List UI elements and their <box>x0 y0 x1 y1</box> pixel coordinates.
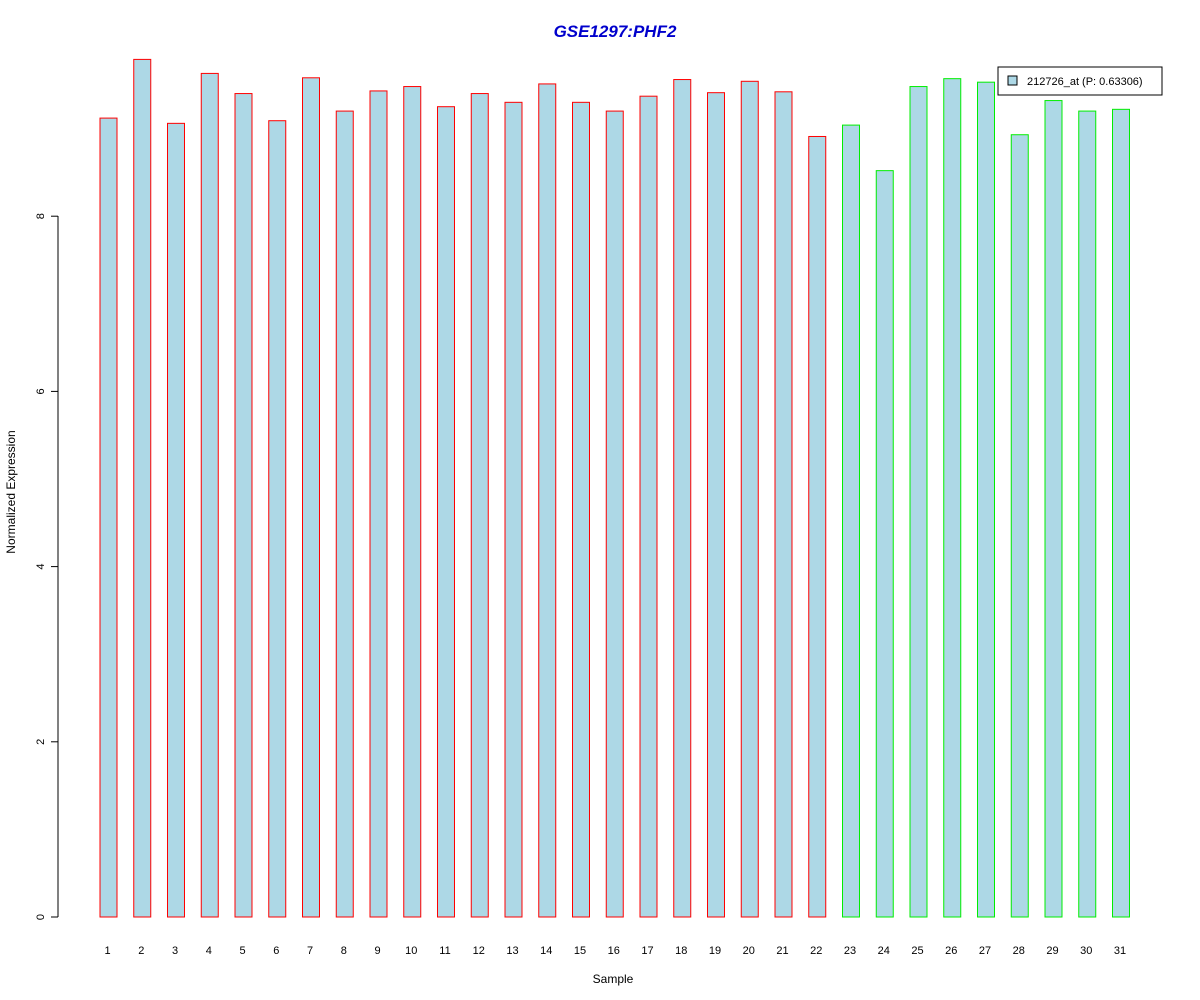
y-axis-label: Normalized Expression <box>4 430 18 553</box>
x-tick-label: 18 <box>675 945 687 957</box>
x-tick-label: 30 <box>1080 945 1092 957</box>
bar-sample-18 <box>673 79 692 918</box>
legend-label: 212726_at (P: 0.63306) <box>1027 76 1143 88</box>
x-tick-label: 23 <box>844 945 856 957</box>
x-tick-label: 3 <box>172 945 178 957</box>
x-tick-label: 24 <box>878 945 890 957</box>
y-tick-label: 6 <box>35 388 47 394</box>
y-tick-label: 4 <box>35 564 47 570</box>
x-tick-label: 27 <box>979 945 991 957</box>
x-tick-label: 14 <box>540 945 552 957</box>
x-tick-label: 6 <box>273 945 279 957</box>
x-tick-label: 25 <box>911 945 923 957</box>
x-axis-tick-labels: 1 2 3 4 5 6 7 8 9 10 11 12 13 14 15 16 17 18 19 20 21 22 23 24 2… <box>104 945 1126 957</box>
bar-sample-21 <box>774 91 793 918</box>
bar-sample-13 <box>504 101 523 918</box>
legend-swatch <box>1007 75 1018 86</box>
bar-sample-29 <box>1044 100 1063 918</box>
x-tick-label: 19 <box>709 945 721 957</box>
bar-sample-11 <box>437 106 455 918</box>
bar-sample-14 <box>538 83 557 918</box>
x-tick-label: 20 <box>743 945 755 957</box>
bar-sample-8 <box>335 110 354 918</box>
bar-sample-27 <box>977 81 995 918</box>
x-tick-label: 16 <box>608 945 620 957</box>
x-tick-label: 15 <box>574 945 586 957</box>
x-tick-label: 4 <box>206 945 212 957</box>
x-tick-label: 2 <box>138 945 144 957</box>
x-tick-label: 13 <box>506 945 518 957</box>
y-tick-label: 0 <box>35 914 47 920</box>
bar-sample-28 <box>1010 134 1029 918</box>
x-tick-label: 26 <box>945 945 957 957</box>
bar-sample-2 <box>133 58 152 918</box>
bar-sample-9 <box>369 90 388 918</box>
x-tick-label: 5 <box>239 945 245 957</box>
bar-sample-19 <box>707 92 725 918</box>
bar-sample-16 <box>605 110 624 918</box>
bar-sample-3 <box>167 122 185 918</box>
bar-sample-1 <box>99 117 118 918</box>
x-tick-label: 7 <box>307 945 313 957</box>
bar-sample-22 <box>808 135 827 918</box>
chart-title: GSE1297:PHF2 <box>554 22 677 41</box>
legend-box <box>997 66 1163 96</box>
legend: 212726_at (P: 0.63306) <box>997 66 1163 96</box>
x-tick-label: 28 <box>1013 945 1025 957</box>
bar-sample-25 <box>909 86 928 918</box>
x-tick-label: 10 <box>405 945 417 957</box>
bar-sample-26 <box>943 78 962 918</box>
bar-sample-5 <box>234 93 253 918</box>
bar-sample-4 <box>200 72 219 918</box>
bar-sample-15 <box>572 101 590 918</box>
x-tick-label: 21 <box>776 945 788 957</box>
bar-sample-30 <box>1078 110 1097 918</box>
bar-sample-17 <box>639 95 658 918</box>
bar-sample-12 <box>470 93 489 918</box>
bar-sample-10 <box>403 86 422 918</box>
x-tick-label: 22 <box>810 945 822 957</box>
bar-sample-7 <box>302 77 320 918</box>
y-tick-label: 2 <box>35 739 47 745</box>
x-tick-label: 31 <box>1114 945 1126 957</box>
bar-sample-24 <box>875 170 894 918</box>
x-tick-label: 12 <box>473 945 485 957</box>
x-axis-label: Sample <box>593 972 634 986</box>
x-tick-label: 9 <box>374 945 380 957</box>
bar-sample-31 <box>1112 108 1130 918</box>
bar-sample-23 <box>842 124 860 918</box>
bar-sample-20 <box>740 80 759 918</box>
bar-group <box>99 58 1130 918</box>
y-tick-label: 8 <box>35 213 47 219</box>
x-tick-label: 29 <box>1046 945 1058 957</box>
bar-sample-6 <box>268 120 287 918</box>
x-tick-label: 8 <box>341 945 347 957</box>
x-tick-label: 11 <box>439 945 450 957</box>
y-axis-ticks: 0 2 4 6 8 <box>35 213 58 920</box>
x-tick-label: 1 <box>104 945 110 957</box>
x-tick-label: 17 <box>641 945 653 957</box>
